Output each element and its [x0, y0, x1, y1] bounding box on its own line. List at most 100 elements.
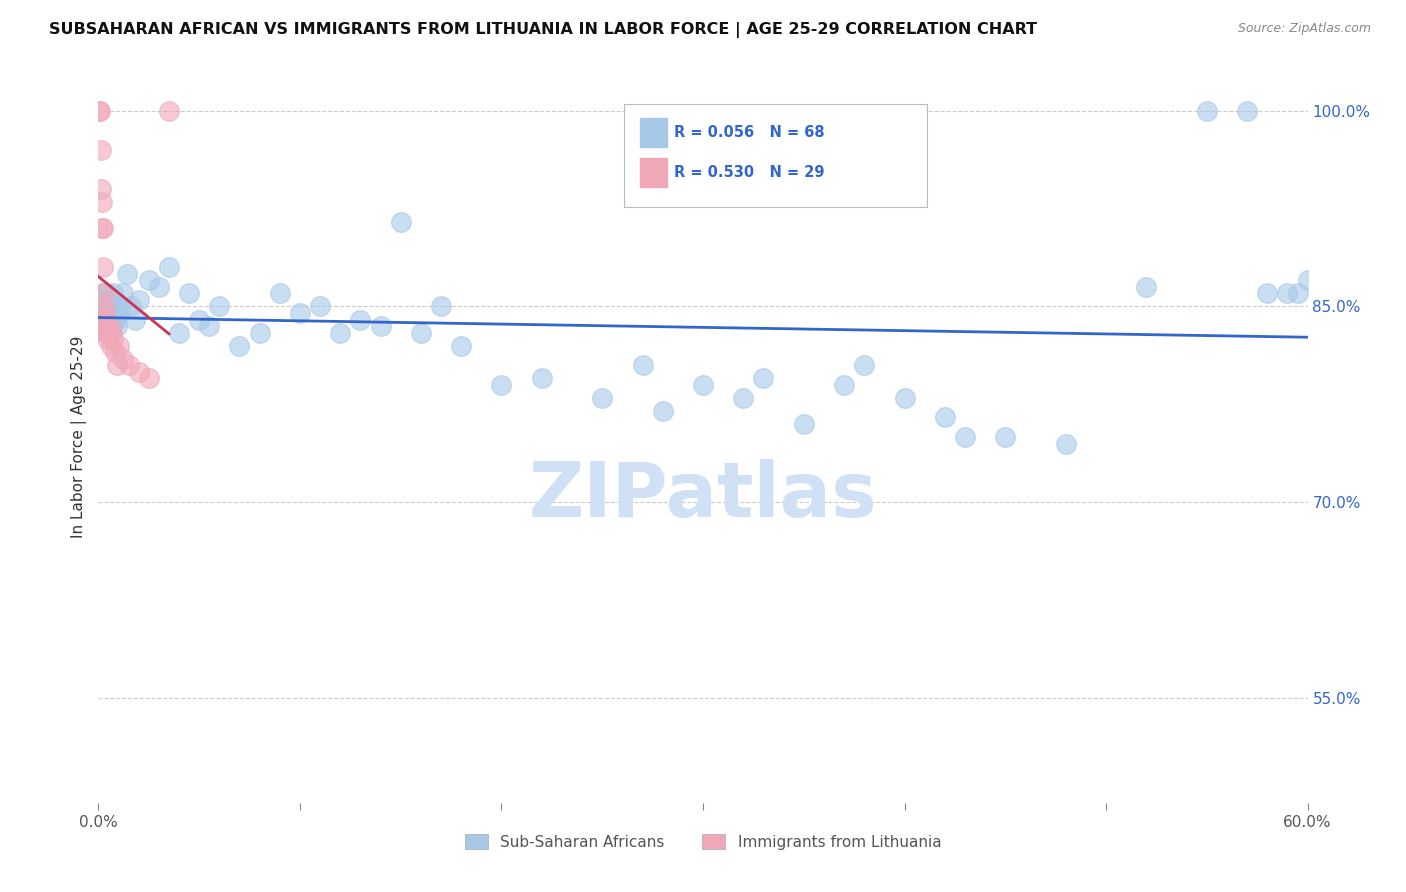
Point	[115, 267, 138, 281]
Text: SUBSAHARAN AFRICAN VS IMMIGRANTS FROM LITHUANIA IN LABOR FORCE | AGE 25-29 CORRE: SUBSAHARAN AFRICAN VS IMMIGRANTS FROM LI…	[49, 22, 1038, 38]
Point	[1236, 103, 1258, 118]
Point	[309, 300, 332, 314]
Text: Source: ZipAtlas.com: Source: ZipAtlas.com	[1237, 22, 1371, 36]
Point	[138, 273, 160, 287]
Legend: Sub-Saharan Africans, Immigrants from Lithuania: Sub-Saharan Africans, Immigrants from Li…	[457, 826, 949, 857]
Point	[90, 306, 112, 320]
Point	[93, 286, 115, 301]
Point	[93, 300, 115, 314]
Point	[138, 371, 160, 385]
FancyBboxPatch shape	[640, 118, 666, 147]
Point	[370, 319, 392, 334]
Point	[94, 306, 117, 320]
Point	[167, 326, 190, 340]
Point	[111, 351, 134, 366]
Point	[90, 182, 112, 196]
Point	[96, 300, 118, 314]
Point	[100, 338, 122, 352]
Point	[100, 312, 122, 326]
Point	[91, 286, 114, 301]
Point	[120, 300, 142, 314]
Point	[94, 319, 117, 334]
Point	[1256, 286, 1278, 301]
Point	[94, 312, 117, 326]
Point	[994, 430, 1017, 444]
Point	[179, 286, 201, 301]
Point	[107, 300, 129, 314]
Point	[1195, 103, 1218, 118]
Point	[1277, 286, 1299, 301]
Point	[93, 293, 115, 307]
Point	[228, 338, 250, 352]
Text: R = 0.056   N = 68: R = 0.056 N = 68	[673, 125, 824, 140]
Point	[148, 280, 170, 294]
Point	[450, 338, 472, 352]
Point	[188, 312, 211, 326]
FancyBboxPatch shape	[624, 104, 927, 207]
Point	[93, 312, 115, 326]
Point	[118, 358, 141, 372]
Point	[94, 326, 117, 340]
Point	[733, 391, 755, 405]
Point	[793, 417, 815, 431]
Point	[110, 300, 132, 314]
Point	[329, 326, 352, 340]
Point	[96, 332, 118, 346]
Point	[1135, 280, 1157, 294]
Point	[98, 319, 121, 334]
Point	[853, 358, 876, 372]
Point	[89, 103, 111, 118]
Point	[97, 326, 120, 340]
Point	[128, 293, 150, 307]
Point	[103, 345, 125, 359]
Point	[953, 430, 976, 444]
Point	[934, 410, 956, 425]
Point	[530, 371, 553, 385]
Point	[98, 293, 121, 307]
Point	[107, 338, 129, 352]
Point	[1296, 273, 1319, 287]
Text: R = 0.530   N = 29: R = 0.530 N = 29	[673, 165, 824, 180]
Point	[89, 103, 111, 118]
Point	[288, 306, 311, 320]
Point	[96, 312, 118, 326]
Point	[104, 312, 127, 326]
Point	[124, 312, 146, 326]
Point	[105, 319, 128, 334]
Point	[103, 300, 125, 314]
Point	[208, 300, 231, 314]
Point	[1286, 286, 1309, 301]
Point	[832, 377, 855, 392]
Text: ZIPatlas: ZIPatlas	[529, 458, 877, 533]
Point	[389, 214, 412, 228]
Point	[103, 306, 125, 320]
Point	[249, 326, 271, 340]
Point	[128, 365, 150, 379]
Point	[1054, 436, 1077, 450]
Point	[269, 286, 291, 301]
Point	[101, 332, 124, 346]
Point	[93, 260, 115, 275]
FancyBboxPatch shape	[640, 158, 666, 187]
Point	[100, 319, 122, 334]
Point	[157, 103, 180, 118]
Point	[91, 221, 114, 235]
Point	[101, 286, 124, 301]
Point	[198, 319, 221, 334]
Point	[96, 286, 118, 301]
Point	[692, 377, 714, 392]
Point	[107, 306, 129, 320]
Point	[100, 326, 122, 340]
Point	[157, 260, 180, 275]
Point	[96, 326, 118, 340]
Point	[409, 326, 432, 340]
Y-axis label: In Labor Force | Age 25-29: In Labor Force | Age 25-29	[72, 336, 87, 538]
Point	[752, 371, 775, 385]
Point	[651, 404, 673, 418]
Point	[349, 312, 371, 326]
Point	[631, 358, 654, 372]
Point	[89, 300, 111, 314]
Point	[491, 377, 513, 392]
Point	[105, 358, 128, 372]
Point	[430, 300, 453, 314]
